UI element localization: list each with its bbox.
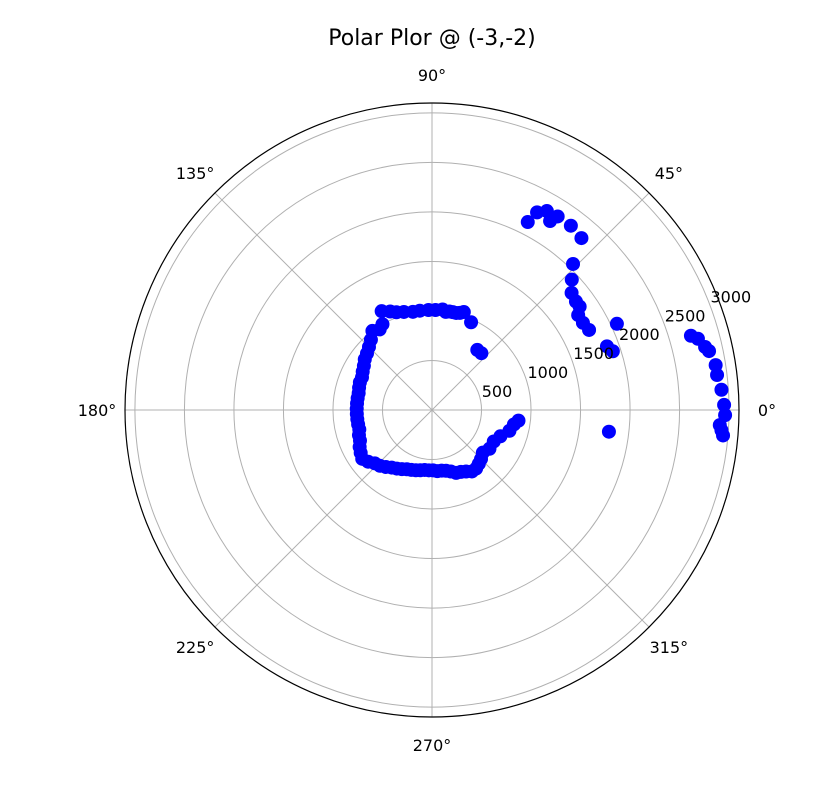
radial-tick-label: 1500 xyxy=(573,344,614,363)
angle-tick-label: 0° xyxy=(758,401,776,420)
radial-tick-label: 3000 xyxy=(710,287,751,306)
angle-tick-labels: 0° 45° 90° 135° 180° 225° 270° 315° xyxy=(78,66,776,755)
radial-tick-label: 1000 xyxy=(527,363,568,382)
data-point xyxy=(530,205,545,220)
radial-tick-label: 2000 xyxy=(619,325,660,344)
data-point xyxy=(717,397,732,412)
angle-tick-label: 270° xyxy=(413,736,452,755)
angle-gridline-315 xyxy=(431,409,650,628)
data-point xyxy=(574,231,589,246)
data-point xyxy=(464,315,479,330)
data-point xyxy=(563,218,578,233)
polar-frame xyxy=(124,102,740,718)
data-point xyxy=(609,316,624,331)
angle-tick-label: 180° xyxy=(78,401,117,420)
angle-tick-label: 45° xyxy=(655,164,683,183)
angle-tick-label: 90° xyxy=(418,66,446,85)
data-point xyxy=(599,339,614,354)
data-point xyxy=(716,428,731,443)
angle-gridline-135 xyxy=(214,192,433,411)
radial-tick-label: 500 xyxy=(482,382,513,401)
data-point xyxy=(470,342,485,357)
radial-tick-label: 2500 xyxy=(665,306,706,325)
data-point xyxy=(708,358,723,373)
data-point xyxy=(566,256,581,271)
data-point xyxy=(520,215,535,230)
data-point xyxy=(714,382,729,397)
polar-grid xyxy=(125,103,739,717)
chart-title: Polar Plor @ (-3,-2) xyxy=(328,26,535,51)
data-point xyxy=(511,413,526,428)
data-point xyxy=(564,272,579,287)
angle-gridline-225 xyxy=(214,409,433,628)
angle-tick-label: 315° xyxy=(650,638,689,657)
data-point xyxy=(564,285,579,300)
data-point xyxy=(374,304,389,319)
data-point xyxy=(683,328,698,343)
data-points xyxy=(349,204,733,480)
angle-gridline-45 xyxy=(431,192,650,411)
data-point xyxy=(601,424,616,439)
angle-tick-label: 225° xyxy=(176,638,215,657)
angle-tick-label: 135° xyxy=(176,164,215,183)
